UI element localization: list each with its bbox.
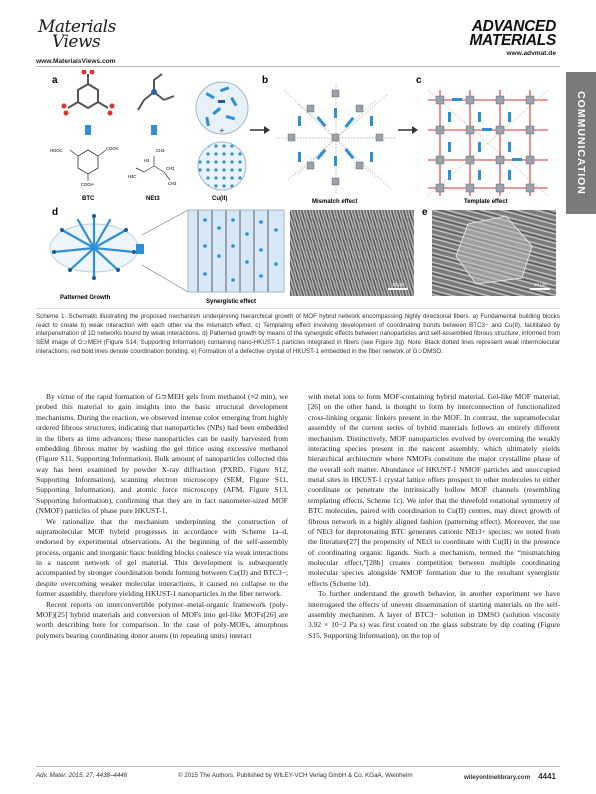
mismatch-label: Mismatch effect: [312, 199, 357, 205]
zoom-marker: [136, 244, 144, 254]
advanced-materials-logo: ADVANCED MATERIALS: [469, 18, 557, 49]
journal-citation: Adv. Mater. 2015, 27, 4438–4446: [36, 772, 128, 779]
footer-right: wileyonlinelibrary.com 4441: [464, 772, 556, 781]
net3-symbol: [151, 125, 157, 135]
net3-label: NEt3: [146, 196, 160, 202]
cu-label: Cu(II): [212, 196, 227, 202]
net3-h2: H2: [144, 158, 150, 163]
scheme-figure: a b c d e HOOC COOH COOH BTC CH3 CH3 CH3…: [36, 70, 560, 306]
net3-ch3-b: CH3: [166, 166, 175, 171]
scale-bar-d: 10 μm: [392, 282, 405, 287]
btc-cooh-2: COOH: [106, 146, 119, 151]
net3-h3c: H3C: [128, 174, 136, 179]
plus-sign: +: [219, 126, 225, 137]
panel-label-c: c: [416, 75, 422, 86]
sem-image-d: [290, 210, 414, 296]
patterned-growth-label: Patterned Growth: [60, 295, 111, 301]
btc-cooh-1: HOOC: [50, 148, 63, 153]
logo-left-line1: Materials: [38, 17, 116, 37]
page-number: 4441: [538, 772, 556, 781]
logo-right-line2: MATERIALS: [469, 31, 556, 49]
net3-structure: [135, 156, 171, 181]
paragraph: with metal ions to form MOF-containing h…: [308, 392, 560, 588]
btc-cooh-3: COOH: [81, 182, 94, 187]
paragraph: To further understand the growth behavio…: [308, 589, 560, 640]
cu-sphere-bottom: [197, 141, 247, 191]
synergistic-art: [187, 209, 285, 293]
figure-caption: Scheme 1. Schematic illustrating the pro…: [36, 308, 560, 357]
materials-views-logo: Materials Views: [38, 17, 116, 52]
panel-label-d: d: [52, 207, 58, 218]
cu-sphere-top: [195, 81, 249, 135]
copyright-notice: © 2015 The Authors. Published by WILEY-V…: [178, 772, 413, 779]
header-url-right[interactable]: www.advmat.de: [506, 50, 556, 57]
net3-ball-stick: [137, 73, 175, 111]
panel-label-b: b: [262, 75, 268, 86]
section-tab-label: COMMUNICATION: [575, 91, 587, 195]
template-label: Template effect: [464, 199, 508, 205]
body-column-left: By virtue of the rapid formation of G⊃ME…: [36, 392, 288, 641]
header-url-left[interactable]: www.MaterialsViews.com: [36, 58, 116, 65]
btc-symbol: [85, 125, 91, 135]
sem-image-e: [432, 210, 556, 296]
scale-bar-e: 10 μm: [534, 282, 547, 287]
header-divider: [36, 66, 560, 67]
patterned-growth-art: [49, 214, 139, 280]
btc-structure: [69, 149, 107, 181]
paragraph: We rationalize that the mechanism underp…: [36, 516, 288, 599]
synergistic-label: Synergistic effect: [206, 299, 256, 305]
mismatch-network: [276, 84, 396, 194]
footer-divider: [36, 766, 560, 767]
body-column-right: with metal ions to form MOF-containing h…: [308, 392, 560, 641]
site-link[interactable]: wileyonlinelibrary.com: [463, 774, 531, 781]
template-network: [427, 89, 549, 197]
paragraph: Recent reports on interconvertible polym…: [36, 599, 288, 640]
net3-ch3-a: CH3: [156, 148, 165, 153]
paragraph: By virtue of the rapid formation of G⊃ME…: [36, 392, 288, 516]
section-tab: COMMUNICATION: [566, 72, 596, 214]
scheme-svg: a b c d e HOOC COOH COOH BTC CH3 CH3 CH3…: [49, 70, 556, 305]
logo-right-line1: ADVANCED: [471, 18, 557, 35]
panel-label-a: a: [52, 75, 58, 86]
btc-label: BTC: [82, 196, 95, 202]
btc-ball-stick: [61, 70, 115, 116]
panel-label-e: e: [422, 207, 428, 218]
net3-ch3-c: CH3: [168, 181, 177, 186]
logo-left-line2: Views: [52, 32, 101, 52]
